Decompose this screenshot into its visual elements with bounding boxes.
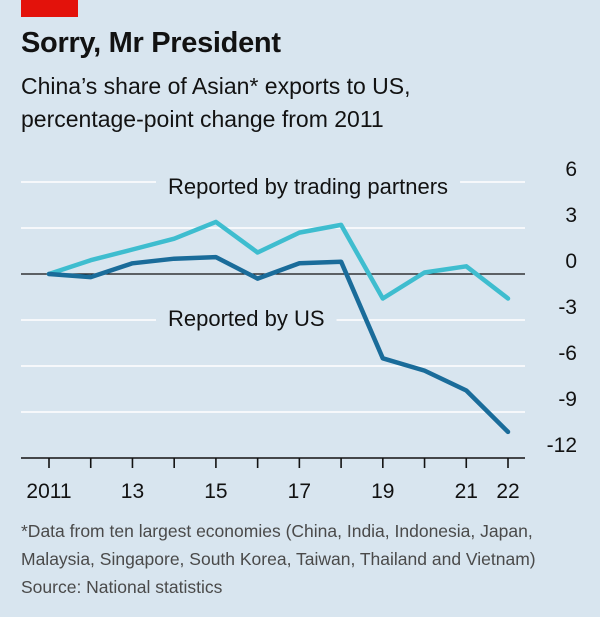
series-lines (46, 219, 511, 435)
y-tick-label: -3 (558, 296, 577, 319)
subtitle-line-1: China’s share of Asian* exports to US, (21, 73, 411, 99)
x-tick-label: 2011 (26, 480, 71, 503)
x-tick-label: 22 (496, 480, 519, 503)
subtitle-line-2: percentage-point change from 2011 (21, 106, 384, 132)
series-label-us: Reported by US (168, 306, 325, 331)
x-tick-label: 13 (121, 480, 144, 503)
x-tick-label: 19 (371, 480, 394, 503)
x-tick-label: 21 (455, 480, 478, 503)
footnote-line-1: *Data from ten largest economies (China,… (21, 521, 533, 541)
series-labels: Reported by trading partners Reported by … (156, 172, 461, 333)
series-label-partners: Reported by trading partners (168, 174, 448, 199)
x-tick-label: 17 (288, 480, 311, 503)
series-line-partners (46, 219, 511, 301)
chart-subtitle: China’s share of Asian* exports to US, p… (21, 70, 581, 136)
y-tick-label: -6 (558, 342, 577, 365)
y-tick-label: 6 (565, 158, 577, 181)
footnote-line-2: Malaysia, Singapore, South Korea, Taiwan… (21, 549, 536, 569)
source-note: Source: National statistics (21, 577, 223, 597)
y-tick-label: -12 (547, 434, 577, 457)
brand-tag (21, 0, 78, 17)
y-tick-label: 3 (565, 204, 577, 227)
grid-lines (21, 181, 525, 413)
series-label-background (156, 172, 461, 201)
y-tick-label: -9 (558, 388, 577, 411)
chart-title: Sorry, Mr President (21, 27, 281, 59)
y-axis-tick-labels: 6 3 0 -3 -6 -9 -12 (547, 158, 577, 457)
y-tick-label: 0 (565, 250, 577, 273)
x-axis: 2011 13 15 17 19 21 22 (21, 457, 525, 503)
x-tick-label: 15 (204, 480, 227, 503)
footnote: *Data from ten largest economies (China,… (21, 517, 596, 601)
series-line-us (46, 254, 511, 435)
series-label-background (156, 304, 337, 333)
